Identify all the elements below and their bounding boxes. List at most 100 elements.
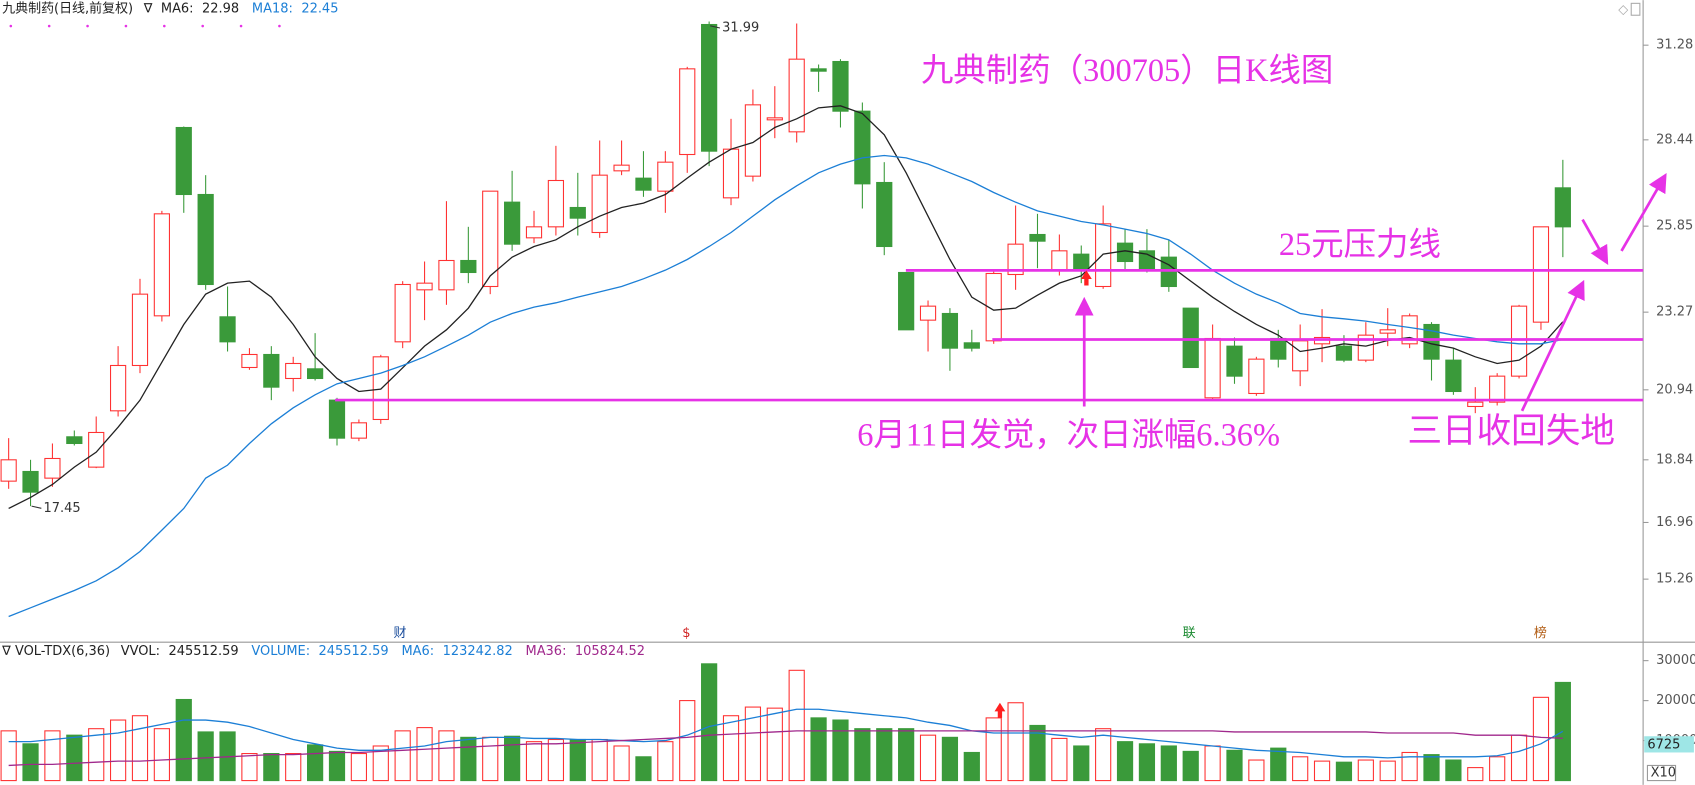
dot <box>86 24 89 28</box>
candle-body <box>941 312 959 349</box>
volume-bar <box>1467 767 1484 782</box>
volume-bar <box>88 728 105 782</box>
candle-body <box>1335 345 1353 361</box>
ma-line <box>8 154 1563 618</box>
candle-body <box>722 148 740 199</box>
y-tick-label: 31.28 <box>1656 38 1693 53</box>
volume-bar <box>963 751 980 782</box>
volume-bar <box>810 717 827 782</box>
candle-body <box>460 259 477 274</box>
header-label: VOLUME: <box>251 643 310 658</box>
volume-bar <box>241 753 258 782</box>
dot <box>278 24 281 28</box>
volume-bar <box>1510 734 1528 782</box>
volume-bar <box>1248 759 1265 782</box>
event-marker: 财 <box>393 626 406 641</box>
volume-bar <box>504 735 521 782</box>
volume-bar <box>109 719 127 782</box>
volume-bar <box>1182 750 1199 782</box>
candle-body <box>372 356 389 421</box>
legend-value: 105824.52 <box>575 643 645 658</box>
candle-body <box>1379 329 1396 334</box>
legend-label: MA6: <box>401 643 434 658</box>
volume-bar <box>569 738 586 782</box>
y-tick-label: 25.85 <box>1656 219 1693 234</box>
volume-bar <box>1226 749 1243 782</box>
volume-bar <box>66 734 83 782</box>
candle-body <box>1116 242 1134 263</box>
candle-body <box>241 353 258 369</box>
candle-body <box>744 104 762 177</box>
y-tick-label: 18.84 <box>1656 452 1693 467</box>
volume-bar <box>1445 759 1462 782</box>
dot <box>163 24 166 28</box>
legend-value: 22.98 <box>202 1 239 16</box>
candle-body <box>679 68 696 156</box>
header-label: VVOL: <box>121 643 160 658</box>
volume-bar <box>1532 696 1550 782</box>
candle-body <box>1248 358 1265 395</box>
volume-bar <box>635 756 652 782</box>
volume-bar <box>438 730 455 782</box>
candle-body <box>0 459 17 482</box>
candle-body <box>1051 250 1068 271</box>
volume-bar <box>1138 743 1156 782</box>
window-icon[interactable]: ◇ <box>1618 2 1628 17</box>
y-tick-label: 20.94 <box>1656 382 1693 397</box>
candle-body <box>876 181 893 248</box>
volume-bar <box>1335 761 1353 782</box>
window-icon[interactable] <box>1630 2 1641 16</box>
candle-body <box>1401 315 1418 345</box>
candle-body <box>854 110 871 185</box>
candle-body <box>504 201 521 245</box>
candle-body <box>1467 401 1484 408</box>
volume-bar <box>131 715 149 782</box>
candle-body <box>788 58 805 133</box>
volume-bar <box>985 717 1002 782</box>
arrow <box>1520 279 1585 412</box>
volume-bar <box>1204 745 1221 782</box>
candle-body <box>285 362 302 380</box>
candle-body <box>1445 359 1462 393</box>
volume-bar <box>1116 741 1134 782</box>
volume-bar <box>350 753 367 782</box>
volume-bar <box>1313 760 1331 782</box>
event-marker: $ <box>682 626 690 641</box>
candle-body <box>919 305 937 321</box>
candle-body <box>1510 305 1528 377</box>
candle-body <box>307 368 324 380</box>
volume-bar <box>1095 728 1112 782</box>
candle-body <box>153 213 170 317</box>
volume-bar <box>613 745 630 782</box>
volume-bar <box>175 698 192 782</box>
high-label: 31.99 <box>722 20 759 35</box>
cursor-value: 6725 <box>1647 737 1680 752</box>
candle-body <box>525 226 543 239</box>
volume-bar <box>1160 745 1177 782</box>
volume-bar <box>1051 737 1068 782</box>
volume-bar <box>1270 747 1287 782</box>
candle-body <box>394 283 411 343</box>
ma-line <box>8 105 1564 510</box>
volume-bar <box>591 738 608 782</box>
volume-bar <box>1029 724 1046 782</box>
header-value: 245512.59 <box>168 643 238 658</box>
signal-icon <box>994 702 1006 718</box>
legend-label: MA36: <box>526 643 567 658</box>
volume-bar <box>328 750 346 782</box>
volume-bar <box>919 734 937 782</box>
legend-label: MA18: <box>252 1 293 16</box>
candle-body <box>109 364 127 412</box>
dot <box>239 24 243 28</box>
volume-bar <box>679 700 696 782</box>
candle-body <box>438 259 455 291</box>
scale-box <box>1646 764 1677 782</box>
dot <box>47 24 51 28</box>
volume-bar <box>460 736 477 782</box>
volume-bar <box>44 730 61 782</box>
annotation: 三日收回失地 <box>1407 413 1614 451</box>
indicator-name: ∇ VOL-TDX(6,36) <box>1 643 110 658</box>
candle-body <box>591 174 608 234</box>
legend-label: MA6: <box>161 1 194 16</box>
annotation: 6月11日发觉，次日涨幅6.36% <box>857 416 1280 453</box>
